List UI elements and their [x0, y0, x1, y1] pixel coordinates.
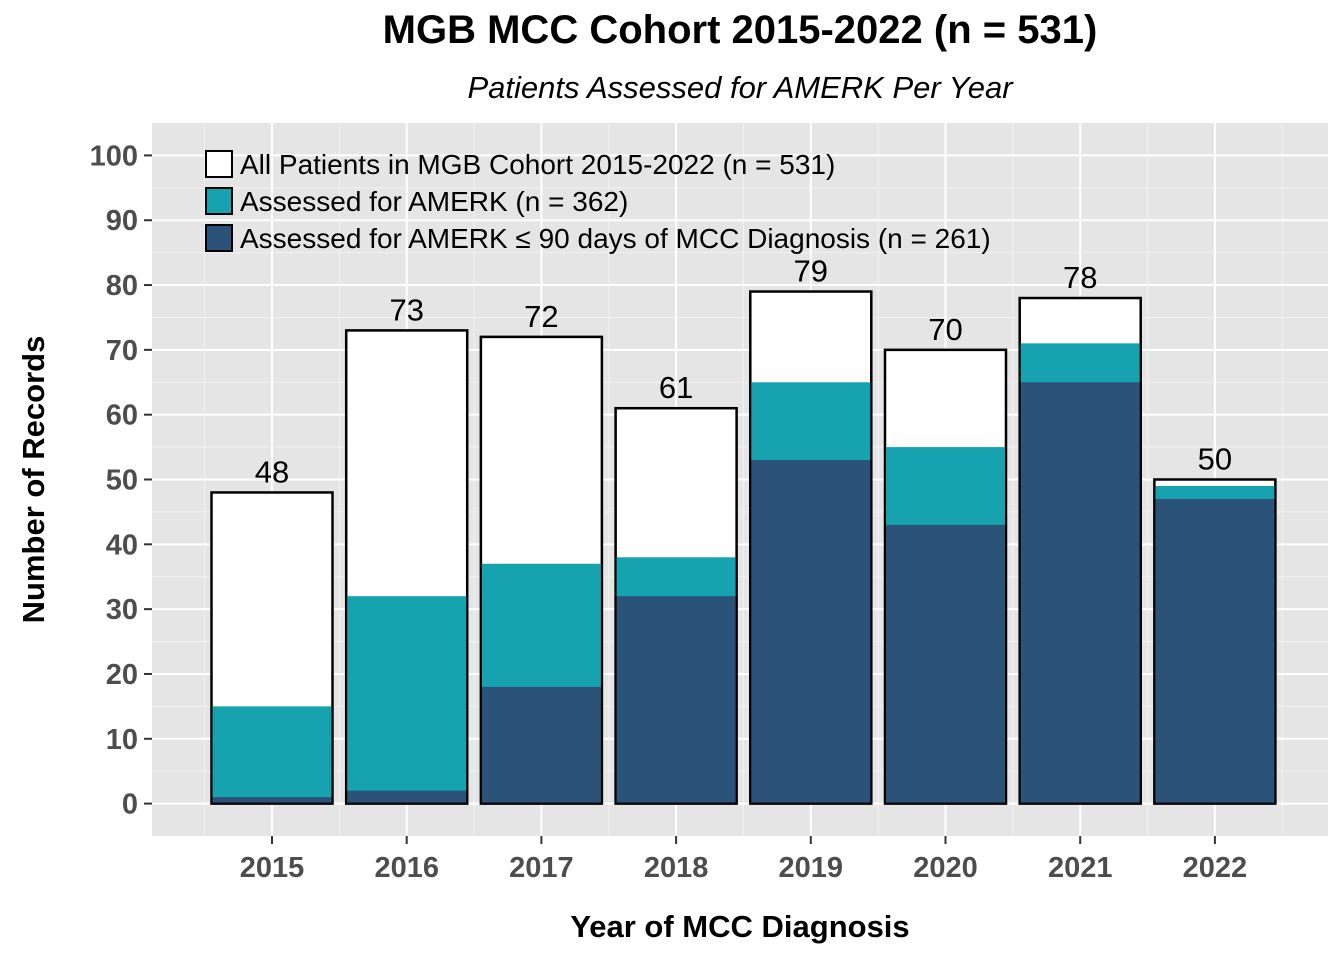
- x-axis-title: Year of MCC Diagnosis: [570, 909, 909, 944]
- data-label-2018: 61: [659, 370, 693, 405]
- y-tick-label: 0: [122, 789, 138, 821]
- bar-assessed-90days-2016: [346, 790, 468, 804]
- bar-assessed-2015: [211, 706, 333, 804]
- x-tick-label-2016: 2016: [374, 852, 439, 884]
- legend-key: [205, 150, 233, 178]
- bar-assessed-90days-2018: [615, 596, 737, 804]
- bar-assessed-90days-2021: [1019, 382, 1141, 804]
- y-tick-label: 10: [106, 724, 138, 756]
- y-tick-label: 70: [106, 335, 138, 367]
- bar-outline-2019: [749, 290, 873, 805]
- legend-label: All Patients in MGB Cohort 2015-2022 (n …: [240, 149, 835, 180]
- legend-key: [205, 187, 233, 215]
- bar-assessed-90days-2015: [211, 797, 333, 804]
- data-label-2015: 48: [255, 454, 289, 489]
- chart-title: MGB MCC Cohort 2015-2022 (n = 531): [382, 8, 1098, 52]
- y-tick-label: 100: [90, 140, 138, 172]
- y-tick-label: 40: [106, 529, 138, 561]
- bar-outline-2022: [1153, 478, 1277, 805]
- x-tick-label-2018: 2018: [644, 852, 709, 884]
- data-label-2020: 70: [928, 312, 962, 347]
- y-tick-label: 20: [106, 659, 138, 691]
- legend-key: [205, 224, 233, 252]
- y-tick-label: 30: [106, 594, 138, 626]
- y-tick-label: 50: [106, 465, 138, 497]
- bar-assessed-90days-2020: [885, 524, 1006, 804]
- data-label-2017: 72: [524, 299, 558, 334]
- bar-outline-2020: [884, 348, 1007, 805]
- legend: All Patients in MGB Cohort 2015-2022 (n …: [205, 149, 991, 254]
- x-tick-label-2022: 2022: [1183, 852, 1248, 884]
- bar-outline-2017: [479, 335, 603, 805]
- chart-subtitle: Patients Assessed for AMERK Per Year: [467, 70, 1013, 105]
- bar-assessed-90days-2017: [480, 686, 602, 804]
- y-tick-label: 90: [106, 205, 138, 237]
- data-label-2019: 79: [794, 254, 828, 289]
- bar-outline-2015: [210, 491, 334, 805]
- data-label-2021: 78: [1063, 260, 1097, 295]
- bar-assessed-2016: [346, 596, 468, 804]
- bar-outline-2018: [614, 407, 738, 805]
- legend-label: Assessed for AMERK (n = 362): [240, 186, 628, 217]
- x-tick-label-2019: 2019: [779, 852, 844, 884]
- bar-outline-2021: [1018, 297, 1142, 805]
- y-tick-label: 80: [106, 270, 138, 302]
- data-label-2022: 50: [1198, 442, 1232, 477]
- bar-outline-2016: [345, 329, 469, 805]
- bar-assessed-90days-2022: [1154, 498, 1276, 804]
- y-axis-title: Number of Records: [16, 336, 51, 624]
- legend-label: Assessed for AMERK ≤ 90 days of MCC Diag…: [240, 223, 991, 254]
- x-tick-label-2017: 2017: [509, 852, 574, 884]
- x-tick-label-2021: 2021: [1048, 852, 1113, 884]
- y-tick-label: 60: [106, 400, 138, 432]
- x-tick-label-2020: 2020: [913, 852, 978, 884]
- data-label-2016: 73: [389, 292, 423, 327]
- x-tick-label-2015: 2015: [240, 852, 305, 884]
- bar-assessed-90days-2019: [750, 460, 872, 804]
